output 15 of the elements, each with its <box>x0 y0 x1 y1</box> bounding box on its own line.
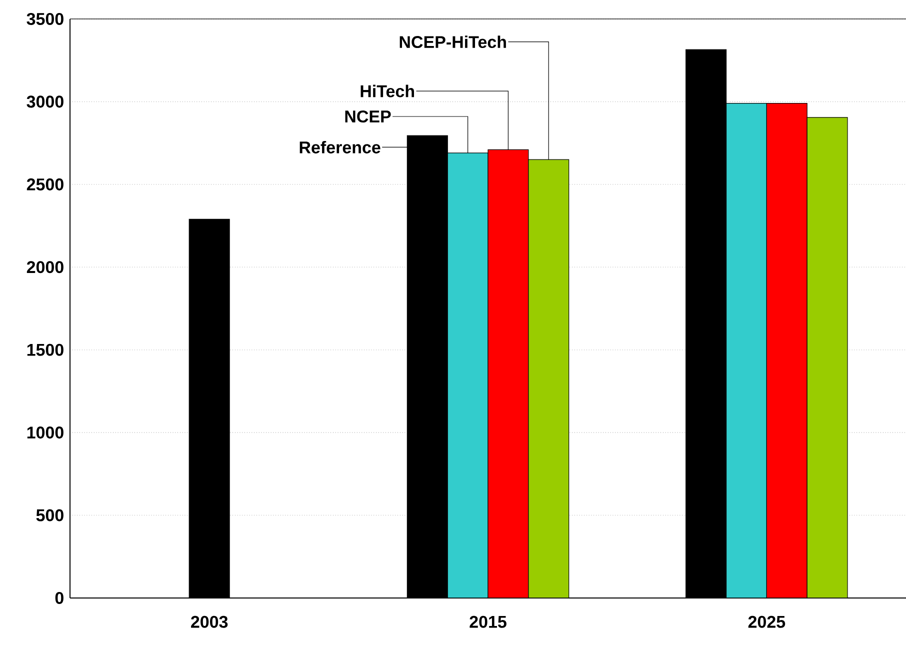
y-tick-label: 1000 <box>27 426 64 439</box>
y-tick-label: 3000 <box>26 96 64 108</box>
text: HiTech <box>360 84 414 98</box>
y-tick-label: 0 <box>55 592 64 604</box>
text: NCEP <box>345 110 391 123</box>
y-tick-label: 1500 <box>27 344 64 356</box>
y-tick-label: 2000 <box>26 261 64 274</box>
x-tick-label: 2003 <box>191 616 228 628</box>
y-tick-label: 500 <box>36 509 64 522</box>
y-tick-label: 2500 <box>26 178 64 190</box>
x-tick-label: 2025 <box>748 616 786 628</box>
x-tick-label: 2015 <box>470 616 506 628</box>
legend-label: Reference <box>300 140 380 154</box>
text: NCEP-HiTech <box>400 36 506 48</box>
y-tick-label: 3500 <box>26 12 64 26</box>
